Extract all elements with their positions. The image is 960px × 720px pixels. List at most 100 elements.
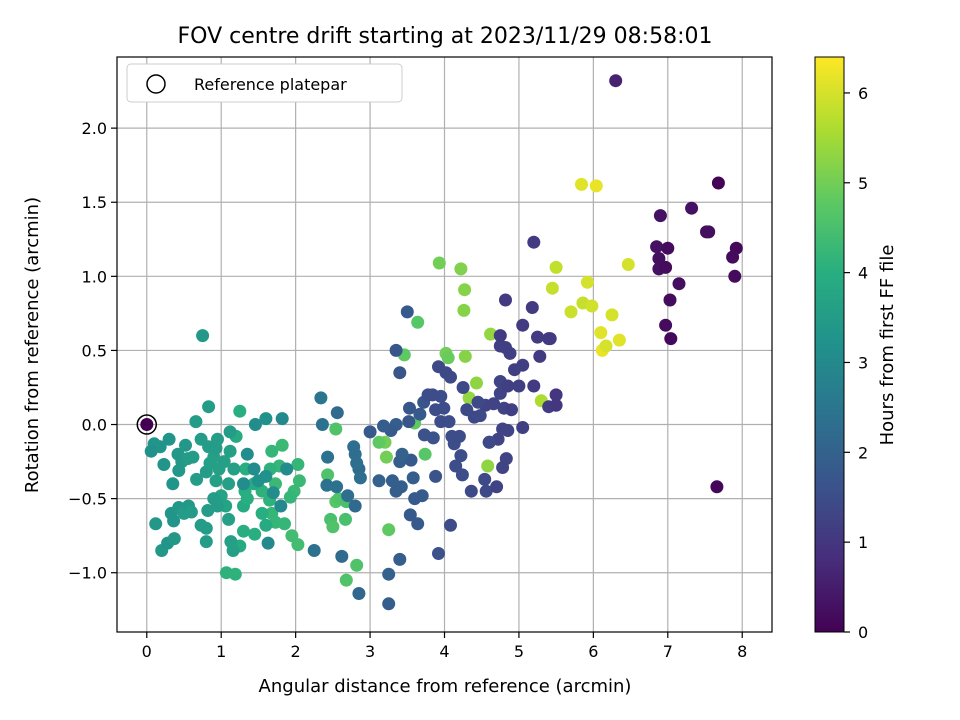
data-point [685, 201, 699, 215]
data-point [320, 478, 334, 492]
x-tick-label: 1 [216, 642, 226, 661]
data-point [179, 438, 192, 452]
y-tick-label: −0.5 [68, 490, 107, 509]
data-point [464, 484, 478, 498]
data-point [499, 452, 513, 466]
data-point [432, 547, 445, 560]
data-point [223, 444, 237, 458]
data-point [348, 499, 362, 513]
data-point [499, 293, 512, 307]
data-point [458, 349, 472, 363]
data-point [379, 450, 393, 464]
data-point [377, 419, 390, 433]
data-point [473, 409, 487, 423]
data-point [149, 517, 163, 531]
colorbar-tick-label: 6 [858, 84, 868, 103]
data-point [283, 490, 297, 504]
x-tick-label: 4 [439, 642, 449, 661]
x-tick-label: 0 [142, 642, 152, 661]
data-point [266, 486, 280, 500]
x-axis-ticks: 0 1 2 3 4 5 6 7 8 [142, 632, 747, 661]
data-point [653, 209, 667, 223]
data-point [444, 370, 457, 384]
data-point [211, 499, 224, 513]
data-point [663, 293, 677, 307]
data-point [609, 74, 623, 88]
data-point [172, 464, 186, 477]
data-point [248, 418, 262, 431]
colorbar-tick-label: 5 [858, 174, 868, 193]
data-point [202, 400, 216, 414]
data-point [549, 260, 563, 274]
data-point [350, 456, 364, 470]
data-point [728, 269, 742, 283]
legend-box [126, 63, 403, 103]
data-point [429, 469, 443, 483]
data-point [454, 262, 468, 276]
data-point [531, 330, 544, 344]
data-point [406, 471, 420, 485]
x-tick-label: 7 [663, 642, 673, 661]
data-point [650, 240, 664, 254]
colorbar-tick-label: 3 [858, 353, 868, 372]
x-tick-label: 8 [737, 642, 747, 661]
data-point [347, 440, 361, 454]
data-point [411, 517, 425, 531]
data-point [233, 404, 247, 418]
data-point [291, 538, 305, 552]
data-point [575, 177, 588, 191]
data-point [314, 391, 328, 405]
data-point [240, 492, 254, 506]
y-axis-label: Rotation from reference (arcmin) [22, 197, 43, 493]
colorbar-gradient [814, 56, 845, 633]
data-point [259, 412, 273, 426]
data-point [189, 415, 203, 429]
data-point [394, 480, 408, 494]
legend: Reference platepar [126, 63, 403, 103]
data-point [460, 403, 474, 417]
data-point [166, 477, 180, 491]
legend-label: Reference platepar [194, 75, 347, 94]
data-point [484, 327, 498, 341]
data-point [237, 524, 250, 538]
data-point [478, 472, 492, 486]
data-point [339, 512, 352, 526]
data-point [167, 514, 181, 528]
data-point [247, 462, 261, 476]
data-point [471, 395, 485, 409]
data-point [516, 421, 530, 434]
data-point [275, 412, 289, 426]
data-point [585, 299, 599, 313]
data-point [190, 472, 204, 486]
data-point [222, 477, 236, 491]
data-point [157, 458, 171, 471]
data-point [400, 305, 414, 319]
x-axis-label: Angular distance from reference (arcmin) [259, 676, 632, 697]
data-point [442, 415, 456, 429]
data-point [411, 315, 425, 329]
chart-title: FOV centre drift starting at 2023/11/29 … [178, 24, 713, 49]
data-point [659, 318, 673, 332]
y-tick-label: 1.5 [82, 193, 107, 212]
data-point [454, 449, 468, 463]
data-point [291, 458, 305, 471]
data-point [482, 435, 496, 449]
data-point [710, 480, 724, 494]
data-point [525, 301, 539, 314]
data-point [426, 431, 440, 445]
data-point [395, 447, 409, 461]
data-point [599, 339, 613, 353]
data-point [315, 418, 329, 431]
colorbar-tick-label: 2 [858, 443, 868, 462]
x-tick-label: 5 [514, 642, 524, 661]
data-point [240, 447, 254, 461]
data-point [508, 363, 521, 377]
data-point [278, 517, 291, 531]
data-point [455, 468, 469, 482]
data-point [222, 512, 236, 526]
data-point [457, 303, 471, 317]
colorbar-tick-label: 1 [858, 533, 868, 552]
colorbar-label: Hours from first FF file [877, 245, 898, 446]
y-axis-ticks: −1.0 −0.5 0.0 0.5 1.0 1.5 2.0 [68, 119, 117, 583]
data-point [228, 567, 242, 581]
